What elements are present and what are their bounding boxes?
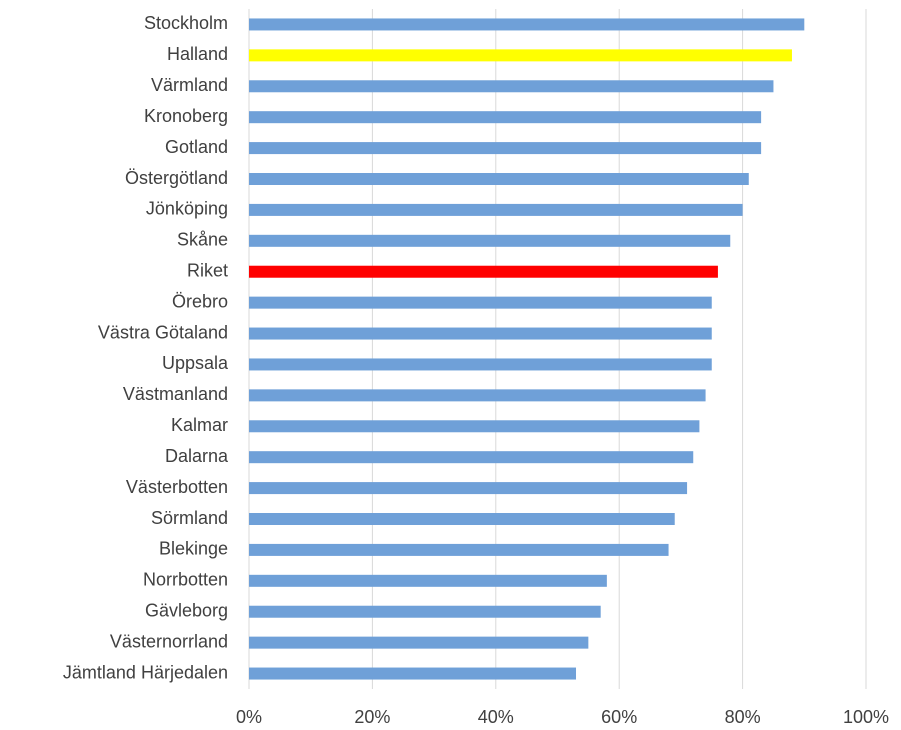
y-tick-label: Västra Götaland <box>98 322 228 342</box>
bar <box>249 142 762 155</box>
bar <box>249 389 706 402</box>
bar <box>249 451 694 464</box>
x-tick-label: 60% <box>601 707 637 727</box>
bar <box>249 605 601 618</box>
bar <box>249 513 675 525</box>
bar <box>249 18 805 31</box>
y-tick-label: Östergötland <box>125 168 228 188</box>
bar <box>249 574 607 587</box>
y-tick-label: Jönköping <box>146 199 228 219</box>
bar <box>249 265 718 278</box>
y-tick-label: Värmland <box>151 75 228 95</box>
y-tick-label: Stockholm <box>144 13 228 33</box>
bar <box>249 667 577 680</box>
y-tick-label: Uppsala <box>162 353 229 373</box>
bar <box>249 543 669 556</box>
y-tick-label: Örebro <box>172 291 228 311</box>
bar <box>249 296 712 309</box>
x-tick-label: 20% <box>354 707 390 727</box>
y-tick-label: Norrbotten <box>143 570 228 590</box>
y-tick-label: Västmanland <box>123 384 228 404</box>
y-tick-label: Kronoberg <box>144 106 228 126</box>
y-tick-label: Jämtland Härjedalen <box>63 662 228 682</box>
y-tick-label: Kalmar <box>171 415 228 435</box>
bar <box>249 203 743 216</box>
bar <box>249 636 589 649</box>
bar <box>249 420 700 433</box>
x-tick-label: 0% <box>236 707 262 727</box>
bar <box>249 482 688 495</box>
bar <box>249 49 792 62</box>
bar <box>249 80 774 93</box>
y-tick-label: Blekinge <box>159 539 228 559</box>
y-tick-label: Skåne <box>177 230 228 250</box>
y-tick-label: Västerbotten <box>126 477 228 497</box>
y-tick-label: Dalarna <box>165 446 229 466</box>
y-tick-label: Sörmland <box>151 508 228 528</box>
bar <box>249 234 731 247</box>
y-tick-label: Gotland <box>165 137 228 157</box>
x-tick-label: 80% <box>725 707 761 727</box>
y-tick-label: Gävleborg <box>145 600 228 620</box>
bar <box>249 173 749 185</box>
bar <box>249 327 712 340</box>
bar <box>249 358 712 371</box>
y-tick-label: Riket <box>187 260 228 280</box>
x-tick-label: 40% <box>478 707 514 727</box>
bar <box>249 111 762 124</box>
x-tick-label: 100% <box>843 707 889 727</box>
y-tick-label: Västernorrland <box>110 631 228 651</box>
y-tick-label: Halland <box>167 44 228 64</box>
